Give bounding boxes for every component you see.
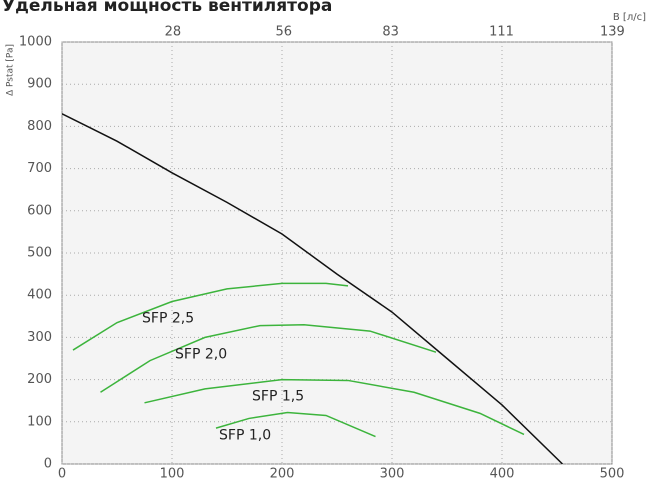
x2-axis-label: В [л/с] (613, 12, 646, 23)
series-line (144, 378, 525, 436)
y-tick-label: 800 (27, 119, 52, 134)
x2-tick-label: 28 (165, 25, 182, 40)
chart-title: Удельная мощность вентилятора (2, 0, 332, 16)
x2-tick-label: 139 (600, 25, 625, 40)
series-label: SFP 1,0 (219, 427, 271, 443)
y-tick-label: 700 (27, 161, 52, 176)
series-label: SFP 2,5 (142, 311, 194, 327)
series-line (215, 411, 376, 438)
series-label: SFP 1,5 (252, 389, 304, 405)
y-tick-label: 0 (44, 457, 52, 472)
x-tick-label: 500 (600, 467, 625, 482)
y-tick-label: 200 (27, 372, 52, 387)
y-tick-label: 600 (27, 203, 52, 218)
x-tick-label: 400 (490, 467, 515, 482)
x-tick-label: 200 (270, 467, 295, 482)
y-tick-label: 100 (27, 414, 52, 429)
x-tick-label: 100 (160, 467, 185, 482)
plot-area (61, 41, 613, 465)
x-tick-label: 0 (58, 467, 66, 482)
y-tick-label: 400 (27, 288, 52, 303)
x-tick-label: 300 (380, 467, 405, 482)
y-tick-label: 900 (27, 77, 52, 92)
series-label: SFP 2,0 (175, 346, 227, 362)
y-tick-label: 300 (27, 330, 52, 345)
x2-tick-label: 56 (275, 25, 292, 40)
y-axis-label: Δ Pstat [Pa] (6, 44, 16, 96)
y-tick-label: 500 (27, 246, 52, 261)
series-line (100, 323, 437, 393)
series-line (62, 113, 564, 464)
x2-tick-label: 111 (489, 25, 514, 40)
y-tick-label: 1000 (19, 35, 52, 50)
x2-tick-label: 83 (382, 25, 399, 40)
series-line (72, 282, 349, 351)
